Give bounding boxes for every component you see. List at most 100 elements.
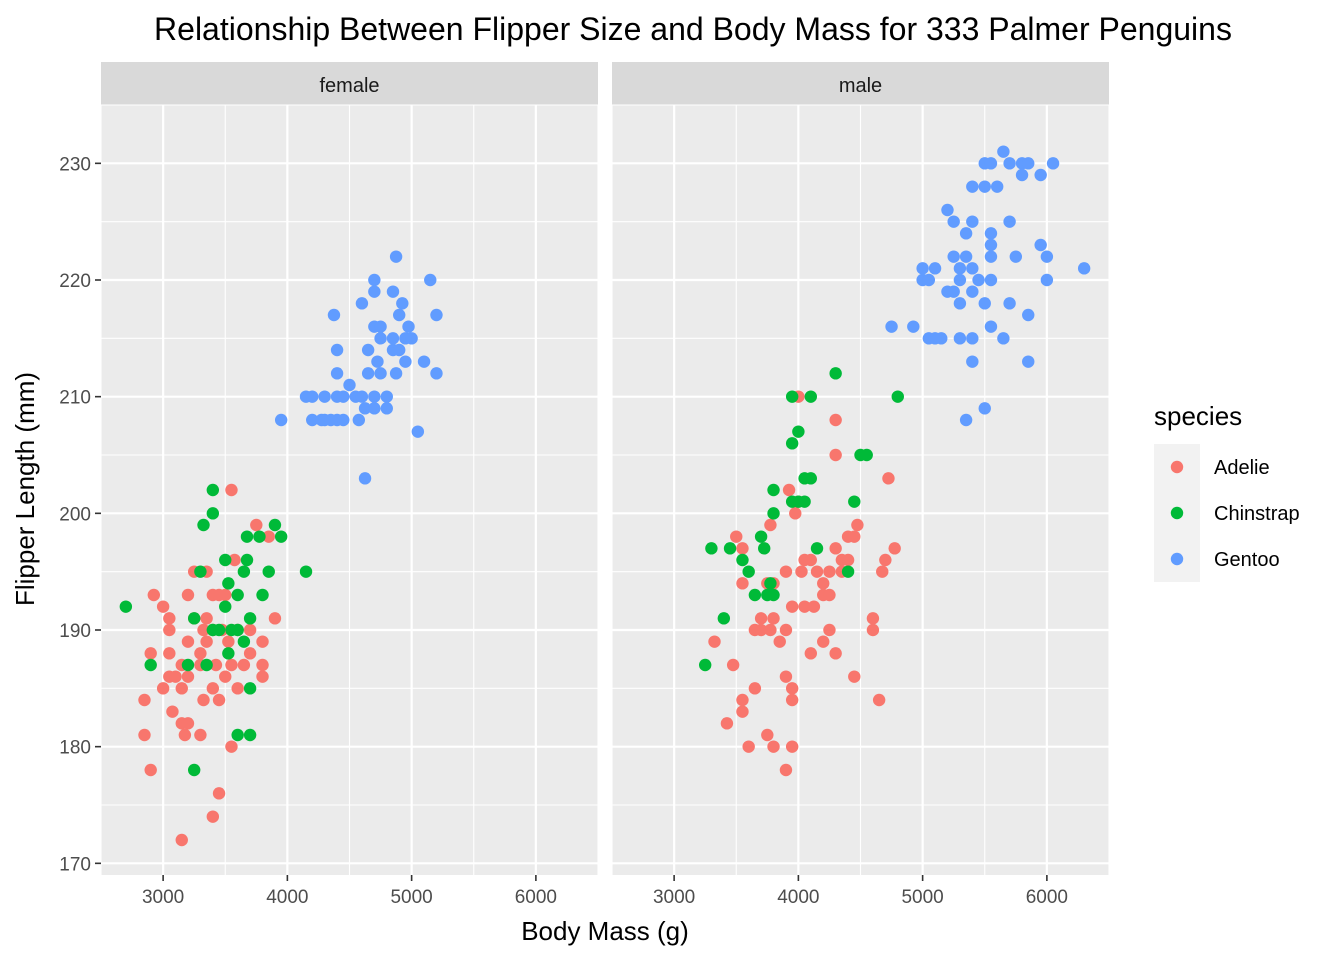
data-point — [368, 390, 381, 403]
data-point — [941, 203, 954, 217]
legend: species Adelie Chinstrap Gentoo — [1154, 401, 1300, 582]
data-point — [795, 565, 808, 578]
x-tick-label: 4000 — [266, 887, 308, 908]
data-point — [742, 565, 755, 578]
data-point — [1022, 355, 1035, 368]
data-point — [256, 658, 269, 672]
data-point — [318, 390, 331, 403]
data-point — [754, 530, 768, 543]
legend-label: Adelie — [1214, 457, 1270, 479]
y-tick-label: 220 — [59, 271, 91, 292]
data-point — [829, 367, 842, 380]
x-tick-label: 6000 — [515, 887, 557, 908]
x-tick-label: 6000 — [1026, 887, 1068, 908]
data-point — [1003, 215, 1016, 228]
x-tick-label: 5000 — [390, 887, 432, 908]
data-point — [804, 647, 817, 660]
data-point — [430, 367, 443, 380]
data-point — [206, 682, 220, 695]
data-point — [742, 740, 755, 753]
data-point — [966, 180, 979, 193]
data-point — [978, 297, 991, 310]
data-point — [262, 565, 275, 578]
data-point — [243, 728, 257, 742]
data-point — [386, 285, 400, 298]
data-point — [358, 402, 372, 415]
data-point — [222, 577, 235, 590]
legend-marker — [1170, 506, 1184, 520]
data-point — [785, 740, 799, 753]
data-point — [374, 320, 387, 333]
data-point — [779, 565, 793, 578]
y-tick-label: 230 — [59, 154, 91, 175]
data-point — [947, 250, 960, 263]
data-point — [268, 612, 282, 625]
data-point — [225, 740, 238, 753]
facet-strip — [101, 62, 598, 105]
data-point — [181, 717, 195, 730]
data-point — [798, 495, 811, 508]
data-point — [764, 518, 777, 532]
data-point — [764, 623, 777, 637]
data-point — [1040, 250, 1054, 263]
data-point — [262, 530, 275, 543]
data-point — [767, 740, 780, 753]
data-point — [829, 542, 842, 555]
data-point — [178, 728, 192, 742]
data-point — [953, 262, 967, 275]
data-point — [358, 472, 372, 485]
data-point — [972, 273, 985, 287]
data-point — [250, 518, 263, 532]
data-point — [219, 553, 232, 567]
data-point — [758, 542, 771, 555]
data-point — [817, 635, 830, 648]
data-point — [736, 577, 749, 590]
data-point — [804, 390, 817, 403]
data-point — [978, 402, 991, 415]
x-tick-label: 4000 — [777, 887, 819, 908]
data-point — [823, 565, 836, 578]
data-point — [206, 810, 220, 823]
data-point — [206, 483, 220, 497]
legend-title: species — [1154, 401, 1242, 431]
data-point — [984, 320, 998, 333]
data-point — [371, 355, 384, 368]
legend-item-adelie: Adelie — [1154, 444, 1270, 490]
data-point — [144, 647, 157, 660]
data-point — [984, 238, 998, 252]
data-point — [343, 378, 356, 392]
data-point — [984, 227, 998, 240]
data-point — [175, 682, 188, 695]
data-point — [730, 530, 743, 543]
y-tick-label: 180 — [59, 738, 91, 759]
data-point — [240, 530, 254, 543]
data-point — [237, 658, 251, 672]
data-point — [748, 588, 762, 602]
data-point — [374, 367, 387, 380]
x-tick-label: 3000 — [653, 887, 695, 908]
data-point — [997, 145, 1010, 158]
data-point — [169, 670, 182, 683]
data-point — [984, 273, 998, 287]
data-point — [147, 588, 161, 602]
data-point — [829, 647, 842, 660]
data-point — [810, 565, 824, 578]
data-point — [829, 413, 842, 427]
data-point — [361, 343, 375, 357]
data-point — [243, 612, 257, 625]
data-point — [736, 542, 749, 555]
data-point — [274, 413, 288, 427]
data-point — [231, 623, 244, 637]
data-point — [785, 693, 799, 707]
data-point — [163, 623, 176, 637]
data-point — [807, 600, 821, 613]
data-point — [717, 612, 731, 625]
y-tick-label: 210 — [59, 388, 91, 409]
data-point — [402, 320, 415, 333]
data-point — [330, 367, 344, 380]
facet-panels: female 3000 4000 5000 6000 170 180 190 200 210 220… — [59, 62, 1110, 908]
data-point — [764, 577, 777, 590]
data-point — [231, 728, 244, 742]
series-adelie — [708, 390, 901, 777]
data-point — [1022, 308, 1035, 322]
